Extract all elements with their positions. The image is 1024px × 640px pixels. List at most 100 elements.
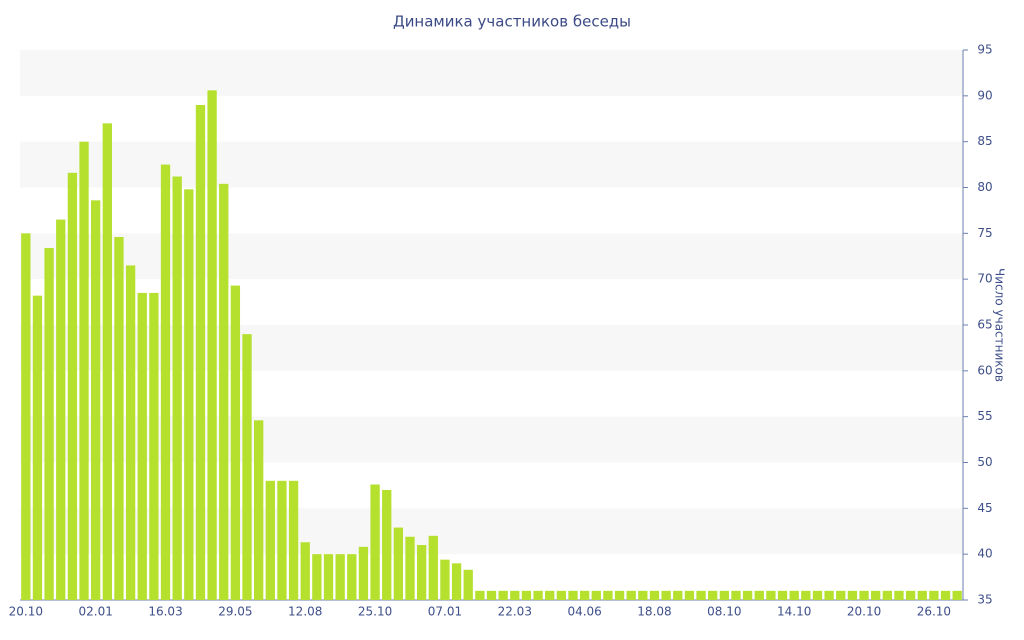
- bar: [498, 590, 508, 600]
- grid-band: [20, 50, 963, 96]
- bar: [940, 590, 951, 600]
- bar: [56, 219, 66, 601]
- bar: [871, 590, 881, 600]
- bar: [265, 480, 275, 600]
- bar: [579, 590, 590, 600]
- bar: [917, 590, 927, 600]
- bar: [207, 90, 217, 600]
- bar: [719, 590, 729, 600]
- bar: [801, 590, 811, 600]
- x-tick-label: 29.05: [218, 605, 252, 619]
- bar: [382, 490, 392, 600]
- x-tick-label: 02.01: [78, 605, 112, 619]
- bar: [591, 590, 601, 600]
- bar: [731, 590, 741, 600]
- bar: [91, 200, 101, 601]
- bar: [277, 480, 287, 600]
- bar: [254, 420, 264, 600]
- bar: [521, 590, 532, 600]
- bar: [742, 590, 753, 600]
- bar: [428, 535, 438, 600]
- x-tick-label: 04.06: [567, 605, 601, 619]
- bar: [649, 590, 660, 600]
- bar: [847, 590, 858, 600]
- bar: [288, 480, 299, 600]
- bar: [405, 536, 415, 600]
- y-tick-label: 50: [977, 455, 992, 469]
- y-axis-label: Число участников: [993, 268, 1007, 382]
- bar: [929, 590, 939, 600]
- bar: [859, 590, 869, 600]
- bar: [114, 237, 124, 600]
- bar: [603, 590, 613, 600]
- chart-title: Динамика участников беседы: [393, 13, 631, 31]
- bar: [754, 590, 764, 600]
- bar: [172, 176, 182, 600]
- bar: [545, 590, 555, 600]
- x-tick-label: 25.10: [358, 605, 392, 619]
- y-tick-label: 55: [977, 409, 992, 423]
- bar: [195, 105, 206, 600]
- bar: [358, 546, 369, 600]
- x-tick-label: 20.10: [847, 605, 881, 619]
- bar: [556, 590, 567, 600]
- bar: [568, 590, 578, 600]
- x-tick-label: 22.03: [498, 605, 532, 619]
- bar: [323, 554, 334, 600]
- y-tick-label: 40: [977, 547, 992, 561]
- bar: [370, 484, 380, 600]
- y-tick-label: 45: [977, 501, 992, 515]
- y-tick-label: 35: [977, 593, 992, 607]
- bar: [335, 554, 345, 600]
- bar: [766, 590, 776, 600]
- x-tick-label: 14.10: [777, 605, 811, 619]
- bar: [149, 292, 159, 600]
- bar: [219, 183, 229, 601]
- bar: [21, 233, 31, 601]
- bar: [789, 590, 799, 600]
- bar: [952, 590, 962, 600]
- bar: [475, 590, 485, 600]
- bar: [510, 590, 520, 600]
- x-tick-label: 12.08: [288, 605, 322, 619]
- bar: [661, 590, 671, 600]
- bar: [777, 590, 788, 600]
- bar: [708, 590, 718, 600]
- bar: [614, 590, 625, 600]
- bar: [673, 590, 683, 600]
- x-tick-label: 08.10: [707, 605, 741, 619]
- bar: [836, 590, 846, 600]
- x-tick-label: 26.10: [917, 605, 951, 619]
- bar: [812, 590, 823, 600]
- bar: [300, 542, 310, 600]
- bar: [125, 265, 136, 600]
- y-tick-label: 85: [977, 134, 992, 148]
- bar: [312, 554, 322, 600]
- bar: [638, 590, 648, 600]
- y-tick-label: 60: [977, 363, 992, 377]
- x-tick-label: 16.03: [148, 605, 182, 619]
- y-tick-label: 80: [977, 180, 992, 194]
- x-tick-label: 07.01: [428, 605, 462, 619]
- bar: [451, 563, 462, 600]
- bar: [347, 554, 357, 600]
- y-tick-label: 70: [977, 272, 992, 286]
- bar: [626, 590, 636, 600]
- bar: [184, 189, 194, 601]
- bar: [882, 590, 892, 600]
- bar: [440, 559, 450, 600]
- y-tick-label: 75: [977, 226, 992, 240]
- bar: [684, 590, 695, 600]
- x-tick-label: 18.08: [637, 605, 671, 619]
- bar: [160, 164, 171, 601]
- y-tick-label: 90: [977, 88, 992, 102]
- bar: [696, 590, 706, 600]
- bar: [44, 248, 54, 600]
- bar: [393, 527, 404, 600]
- bar: [416, 545, 427, 600]
- bar: [79, 141, 89, 600]
- y-tick-label: 65: [977, 318, 992, 332]
- bar: [824, 590, 834, 600]
- y-tick-label: 95: [977, 43, 992, 57]
